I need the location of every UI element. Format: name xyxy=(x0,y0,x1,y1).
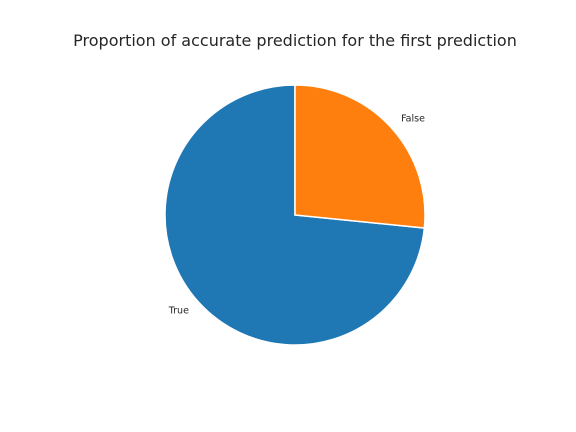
pie-label-true: True xyxy=(168,305,189,316)
chart-title: Proportion of accurate prediction for th… xyxy=(73,31,517,50)
pie-label-false: False xyxy=(401,114,425,125)
pie-slice-false xyxy=(294,84,426,229)
pie-labels: True False xyxy=(168,114,425,317)
pie-slices xyxy=(164,84,426,346)
